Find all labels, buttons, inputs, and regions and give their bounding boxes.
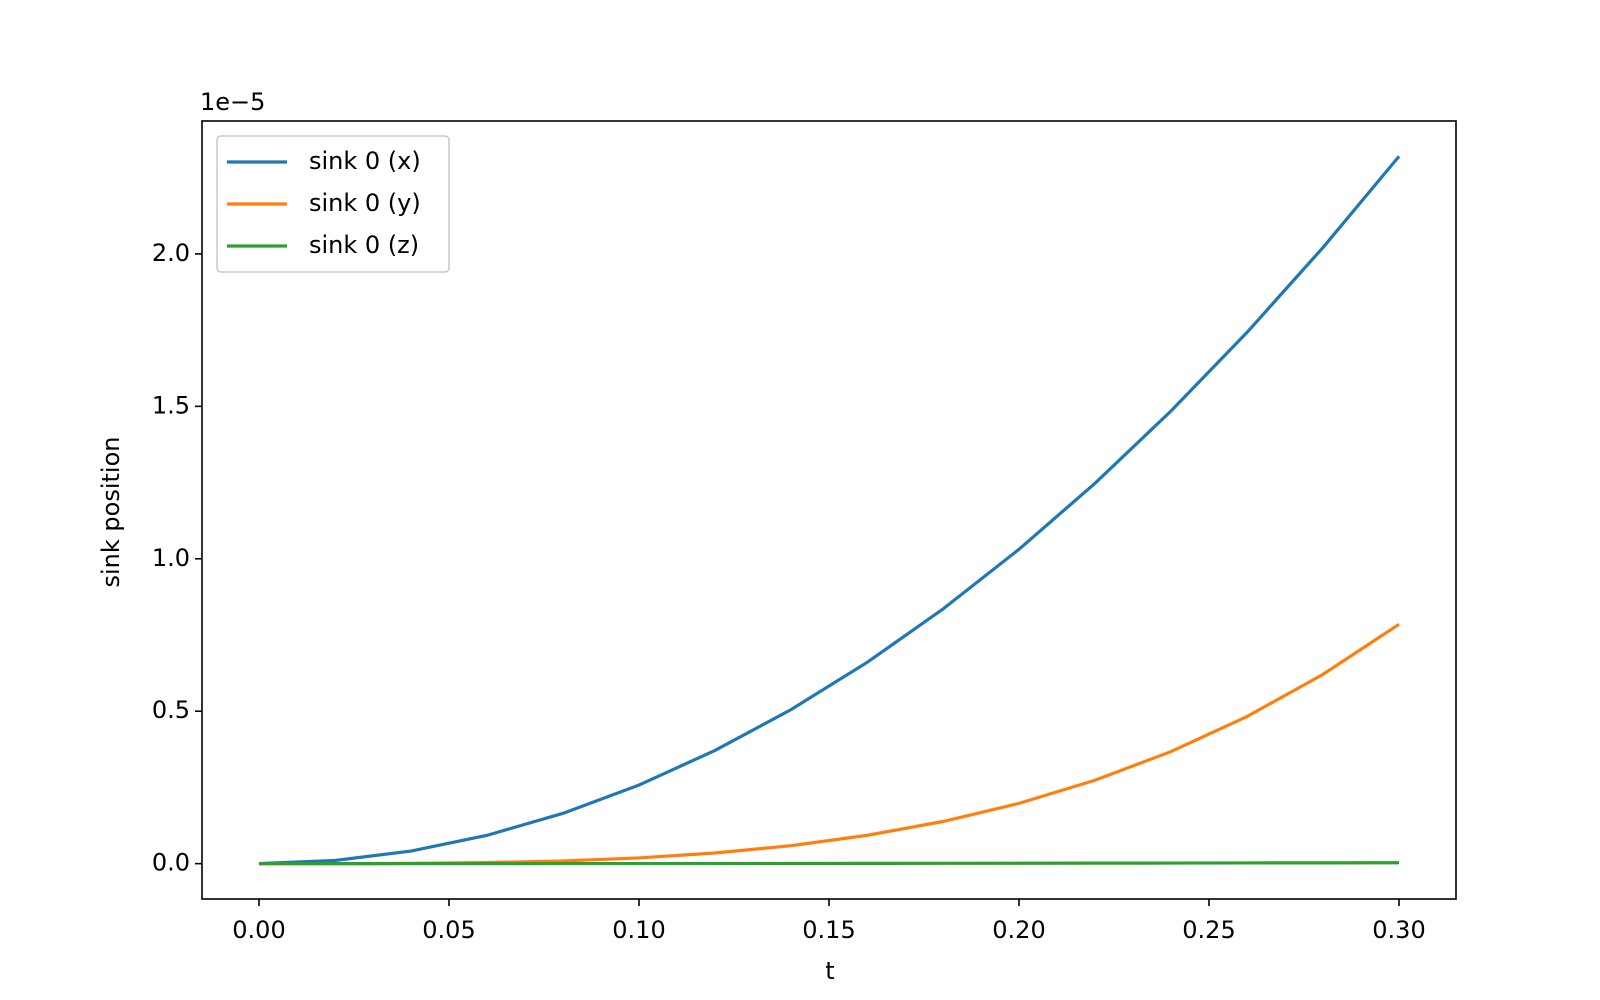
x-tick-label: 0.15 [802, 916, 855, 944]
line-series [258, 155, 1401, 866]
x-tick-label: 0.25 [1182, 916, 1235, 944]
y-tick-label: 2.0 [152, 239, 190, 267]
offset-label: 1e−5 [200, 88, 265, 116]
legend-box [216, 135, 450, 273]
y-tick-label: 1.5 [152, 391, 190, 419]
line-series [258, 622, 1400, 866]
x-tick-label: 0.30 [1372, 916, 1425, 944]
y-tick-label: 0.0 [152, 849, 190, 877]
legend-label: sink 0 (x) [309, 147, 421, 175]
y-tick-label: 0.5 [152, 696, 190, 724]
line-series [259, 861, 1400, 866]
y-tick-label: 1.0 [152, 544, 190, 572]
legend-label: sink 0 (z) [309, 231, 419, 259]
x-tick-label: 0.10 [612, 916, 665, 944]
x-tick-label: 0.00 [232, 916, 285, 944]
y-axis-label: sink position [97, 437, 125, 588]
x-axis-label: t [825, 957, 834, 985]
legend-label: sink 0 (y) [309, 189, 421, 217]
x-tick-label: 0.05 [422, 916, 475, 944]
x-tick-label: 0.20 [992, 916, 1045, 944]
